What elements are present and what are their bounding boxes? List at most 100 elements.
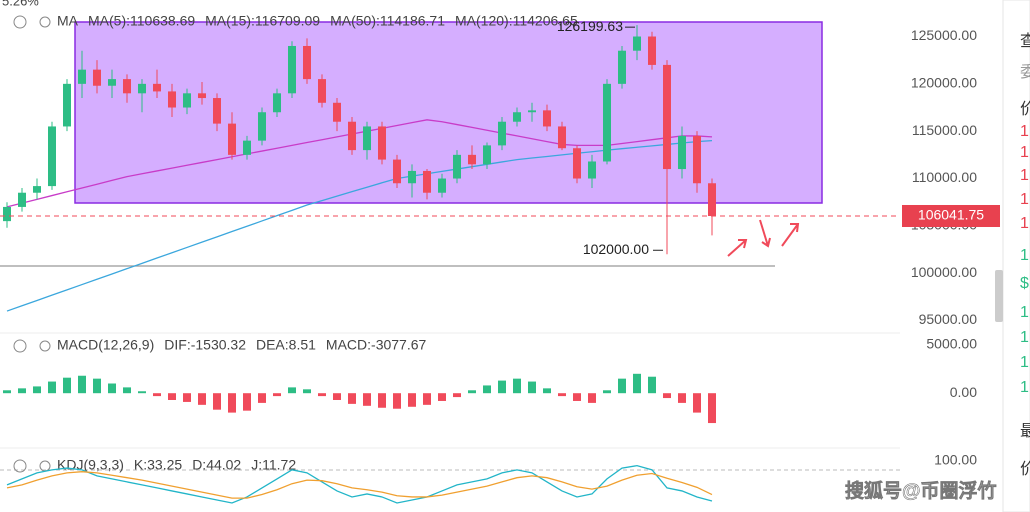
macd-bar (408, 393, 416, 407)
indicator-value: MA(15):116709.09 (205, 13, 320, 29)
y-tick-label: 115000.00 (912, 122, 977, 138)
macd-bar (333, 393, 341, 400)
indicator-value: D:44.02 (192, 457, 241, 473)
sidebar-item: 查 (1020, 32, 1030, 50)
y-tick-label: 120000.00 (911, 75, 977, 91)
macd-bar (453, 393, 461, 398)
candle-body (93, 69, 101, 86)
moving-average (6, 119, 713, 208)
sidebar-item: 1 (1020, 247, 1029, 264)
scroll-handle[interactable] (995, 270, 1003, 322)
kdj-line (6, 464, 713, 504)
macd-bar (543, 388, 551, 394)
change-label: 5.26% (2, 0, 39, 8)
candle-body (348, 121, 356, 151)
candle-body (378, 126, 386, 160)
sidebar-item: 1 (1020, 191, 1029, 208)
y-tick-label: 100000.00 (911, 264, 977, 280)
candle-body (123, 79, 131, 94)
candle-body (63, 83, 71, 127)
indicator-name: KDJ(9,3,3) (57, 457, 124, 473)
y-tick-label: 110000.00 (912, 169, 977, 185)
macd-bar (243, 393, 251, 411)
indicator-value: K:33.25 (134, 457, 182, 473)
macd-bar (93, 378, 101, 394)
last-price-box (902, 204, 1000, 227)
kdj-line (6, 471, 713, 499)
indicator-value: DEA:8.51 (256, 337, 316, 353)
macd-bar (18, 388, 26, 394)
macd-bar (378, 393, 386, 408)
macd-bar (663, 393, 671, 399)
macd-bar (603, 390, 611, 394)
macd-bar (348, 393, 356, 404)
candle-body (393, 159, 401, 184)
macd-bar (108, 383, 116, 394)
indicator-value: MACD:-3077.67 (326, 337, 427, 353)
candle-body (3, 206, 11, 222)
y-tick-label: 95000.00 (919, 311, 978, 327)
macd-bar (3, 390, 11, 394)
candle-body (243, 140, 251, 155)
indicator-name: MACD(12,26,9) (57, 337, 154, 353)
macd-bar (123, 387, 131, 394)
sidebar-item: 1 (1020, 354, 1029, 371)
macd-bar (423, 393, 431, 405)
indicator-value: MA(50):114186.71 (330, 13, 445, 29)
candle-body (603, 83, 611, 162)
candle-body (108, 79, 116, 86)
macd-bar (198, 393, 206, 405)
candle-body (573, 148, 581, 179)
macd-bar (138, 391, 146, 394)
candle-body (183, 93, 191, 108)
sidebar-item: 最 (1020, 423, 1030, 440)
sidebar-item: 1 (1020, 215, 1029, 232)
macd-bar (363, 393, 371, 406)
macd-bar (258, 393, 266, 403)
low-marker: 102000.00 (583, 241, 649, 257)
macd-bar (273, 393, 281, 397)
candle-body (468, 154, 476, 165)
candle-body (288, 45, 296, 94)
visibility-icon (13, 459, 27, 473)
visibility-icon (13, 339, 27, 353)
macd-bar (558, 393, 566, 397)
macd-bar (618, 378, 626, 394)
macd-bar (528, 381, 536, 394)
candle-body (693, 135, 701, 184)
indicator-value: J:11.72 (251, 457, 296, 473)
macd-bar (78, 375, 86, 394)
macd-bar (63, 377, 71, 394)
y-tick-label: 125000.00 (911, 27, 977, 43)
sidebar-item: 价 (1020, 101, 1030, 118)
y-tick-label: 0.00 (950, 384, 977, 400)
candle-body (528, 110, 536, 113)
candle-body (168, 91, 176, 108)
macd-bar (573, 393, 581, 401)
candle-body (138, 83, 146, 94)
macd-bar (693, 393, 701, 413)
macd-bar (33, 386, 41, 394)
macd-bar (708, 393, 716, 424)
macd-bar (213, 393, 221, 410)
indicator-value: MA(5):110638.69 (88, 13, 195, 29)
candle-body (498, 121, 506, 146)
candle-body (648, 36, 656, 65)
candle-body (408, 170, 416, 184)
macd-bar (498, 380, 506, 394)
macd-bar (678, 393, 686, 403)
alert-icon (39, 340, 51, 352)
macd-bar (633, 373, 641, 394)
candle-body (618, 50, 626, 84)
candle-body (453, 154, 461, 179)
macd-bar (303, 389, 311, 394)
candle-body (303, 45, 311, 80)
candle-body (558, 126, 566, 149)
macd-bar (483, 385, 491, 394)
candle-body (483, 145, 491, 165)
sidebar-item: $ (1020, 275, 1029, 292)
last-price-label: 106041.75 (918, 207, 984, 223)
macd-bar (48, 381, 56, 394)
